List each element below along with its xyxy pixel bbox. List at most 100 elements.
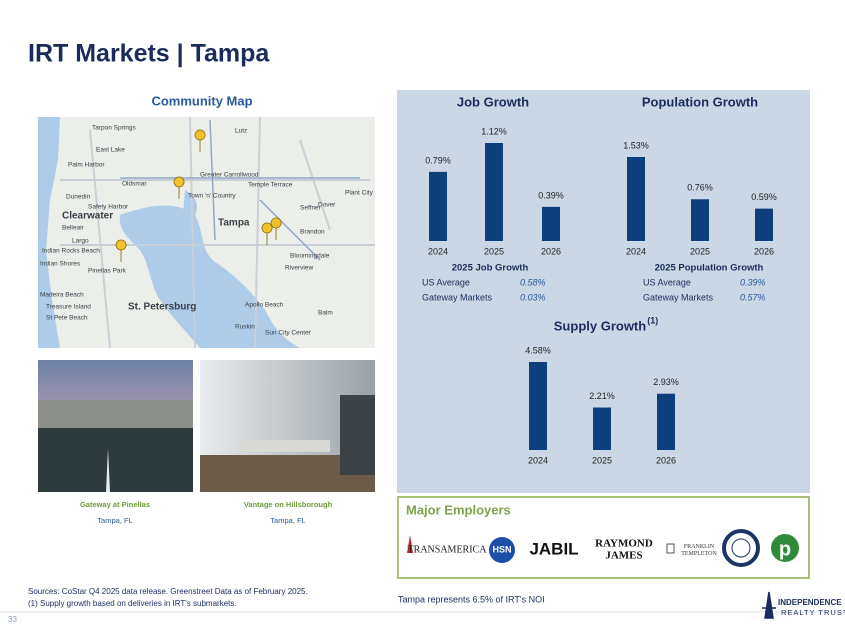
property-location: Tampa, FL bbox=[270, 516, 305, 525]
map-label: Tampa bbox=[218, 218, 250, 229]
bar-value-label: 4.58% bbox=[525, 345, 551, 355]
category-label: 2026 bbox=[656, 455, 676, 465]
photo-vantage bbox=[200, 360, 375, 492]
bar-value-label: 1.53% bbox=[623, 140, 649, 150]
employer-logo: TRANSAMERICA bbox=[408, 544, 488, 555]
map-label: Ruskin bbox=[235, 324, 255, 331]
map-label: Riverview bbox=[285, 265, 313, 272]
photo-pond bbox=[38, 428, 193, 492]
bar bbox=[542, 206, 560, 241]
map-label: St. Petersburg bbox=[128, 302, 196, 313]
photo-kitchen bbox=[340, 395, 375, 475]
bar bbox=[627, 157, 645, 241]
property-location: Tampa, FL bbox=[97, 516, 132, 525]
employer-logo: FRANKLIN bbox=[684, 544, 715, 550]
photo-counter bbox=[240, 440, 330, 452]
map-label: Dover bbox=[318, 202, 336, 209]
property-name: Gateway at Pinellas bbox=[80, 500, 150, 509]
stats-value: 0.58% bbox=[520, 277, 546, 287]
category-label: 2024 bbox=[528, 455, 548, 465]
map-bay-inlet bbox=[183, 190, 197, 215]
bar-value-label: 2.21% bbox=[589, 391, 615, 401]
photo-buildings bbox=[38, 400, 193, 430]
map-label: St Pete Beach bbox=[46, 315, 88, 322]
map-label: Belleair bbox=[62, 225, 85, 232]
employers-title: Major Employers bbox=[406, 502, 511, 517]
stats-value: 0.57% bbox=[740, 292, 766, 302]
map-label: Seffner bbox=[300, 205, 322, 212]
transamerica-icon bbox=[407, 535, 413, 553]
map-label: Oldsmar bbox=[122, 181, 147, 188]
map-label: Pinellas Park bbox=[88, 268, 127, 275]
logo-line: INDEPENDENCE bbox=[778, 598, 842, 607]
logo-line: REALTY TRUST bbox=[781, 608, 845, 617]
map-label: Sun City Center bbox=[265, 330, 312, 337]
map-label: Safety Harbor bbox=[88, 204, 129, 211]
stats-label: US Average bbox=[643, 277, 691, 287]
bar bbox=[657, 393, 675, 450]
map-label: Palm Harbor bbox=[68, 162, 105, 169]
category-label: 2024 bbox=[626, 246, 646, 256]
footer-sources: Sources: CoStar Q4 2025 data release. Gr… bbox=[28, 587, 308, 596]
publix-badge bbox=[771, 534, 799, 562]
stats-label: Gateway Markets bbox=[643, 292, 714, 302]
stats-label: Gateway Markets bbox=[422, 292, 493, 302]
map-label: Treasure Island bbox=[46, 304, 91, 311]
category-label: 2024 bbox=[428, 246, 448, 256]
franklin-mark bbox=[666, 543, 675, 554]
bar bbox=[485, 143, 503, 241]
map-label: Town 'n' Country bbox=[188, 193, 236, 200]
map-roads bbox=[60, 116, 375, 349]
chart-title: Population Growth bbox=[642, 94, 758, 109]
map-label: Greater Carrollwood bbox=[200, 172, 259, 179]
map-highways bbox=[120, 119, 360, 261]
chart-title: Supply Growth bbox=[554, 318, 647, 333]
map-pin bbox=[270, 217, 282, 241]
seal-inner bbox=[731, 538, 751, 558]
bar bbox=[429, 171, 447, 241]
page-number: 33 bbox=[8, 615, 17, 624]
stats-label: US Average bbox=[422, 277, 470, 287]
property-name: Vantage on Hillsborough bbox=[244, 500, 333, 509]
map-pin bbox=[115, 239, 127, 263]
map-pin bbox=[173, 176, 185, 200]
stats-title: 2025 Job Growth bbox=[452, 263, 529, 274]
map-pin bbox=[261, 222, 273, 246]
bar bbox=[593, 407, 611, 450]
footer-noi: Tampa represents 6.5% of IRT's NOI bbox=[398, 594, 545, 604]
map-label: Clearwater bbox=[62, 211, 113, 222]
map-label: Indian Shores bbox=[40, 261, 81, 268]
chart-title-note: (1) bbox=[647, 315, 658, 325]
category-label: 2025 bbox=[690, 246, 710, 256]
employer-logo: TEMPLETON bbox=[681, 551, 717, 557]
bar-value-label: 2.93% bbox=[653, 377, 679, 387]
bar bbox=[755, 208, 773, 241]
map-pin bbox=[194, 129, 206, 153]
employer-logo: p bbox=[779, 538, 791, 560]
map-label: Madeira Beach bbox=[40, 292, 84, 299]
bar bbox=[529, 362, 547, 450]
map-label: Plant City bbox=[345, 190, 374, 197]
map-title: Community Map bbox=[151, 93, 252, 108]
map-label: Apollo Beach bbox=[245, 302, 284, 309]
employer-logo: JABIL bbox=[529, 539, 578, 558]
map bbox=[38, 116, 375, 349]
stats-title: 2025 Population Growth bbox=[655, 263, 764, 274]
bar-value-label: 1.12% bbox=[481, 126, 507, 136]
seal bbox=[722, 529, 760, 567]
photo-fountain bbox=[106, 448, 110, 492]
slide-title: IRT Markets | Tampa bbox=[28, 40, 270, 68]
map-label: Bloomingdale bbox=[290, 253, 330, 260]
map-label: Temple Terrace bbox=[248, 182, 293, 189]
map-gulf bbox=[38, 117, 60, 348]
logo-icon bbox=[762, 591, 776, 619]
stats-value: 0.03% bbox=[520, 292, 546, 302]
employer-logo: HSN bbox=[492, 544, 511, 554]
map-label: Brandon bbox=[300, 229, 325, 236]
category-label: 2025 bbox=[592, 455, 612, 465]
category-label: 2025 bbox=[484, 246, 504, 256]
map-label: Indian Rocks Beach bbox=[42, 248, 100, 255]
map-label: East Lake bbox=[96, 147, 125, 154]
footer-note: (1) Supply growth based on deliveries in… bbox=[28, 599, 237, 608]
